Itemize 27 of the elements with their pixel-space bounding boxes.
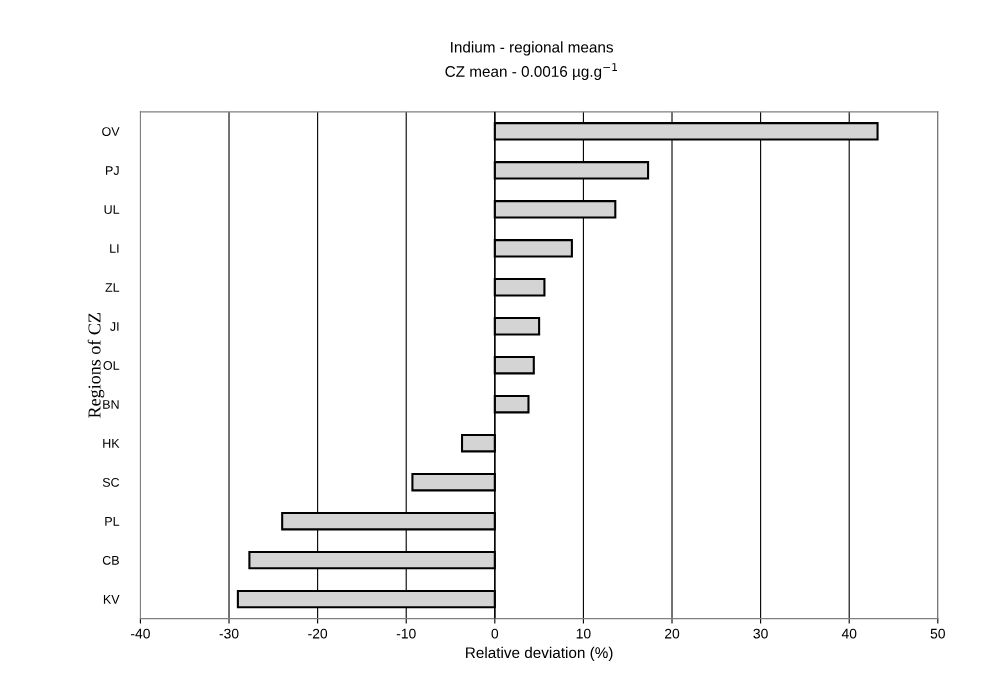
y-tick-label: PL	[105, 517, 120, 526]
x-tick-label: 50	[930, 628, 945, 639]
y-axis-title: Regions of CZ	[87, 313, 105, 418]
x-tick-label: 0	[491, 628, 499, 639]
y-tick-label: CB	[102, 555, 119, 565]
x-tick-label: 20	[664, 628, 680, 639]
y-tick-label: OV	[102, 127, 120, 136]
y-tick-label: KV	[103, 595, 120, 604]
y-tick-label: UL	[104, 205, 120, 214]
y-tick-label: OL	[103, 361, 120, 370]
x-axis-title: Relative deviation (%)	[466, 646, 613, 662]
chart-subtitle: CZ mean - 0.0016 µg.g$^{−1}$	[445, 63, 617, 80]
x-tick-label: -10	[396, 628, 416, 639]
x-tick-label: -40	[131, 628, 150, 639]
x-tick-label: -20	[308, 628, 328, 639]
y-tick-label: SC	[102, 477, 120, 487]
x-tick-label: -30	[219, 628, 239, 639]
y-tick-label: PJ	[106, 166, 119, 175]
y-tick-label: JI	[110, 322, 119, 331]
y-tick-label: ZL	[105, 283, 120, 292]
x-tick-label: 10	[576, 628, 591, 639]
x-tick-label: 40	[841, 628, 857, 639]
chart-title: Indium - regional means	[451, 41, 613, 56]
y-tick-label: LI	[110, 244, 119, 253]
y-tick-label: HK	[103, 439, 120, 448]
x-tick-label: 30	[753, 628, 768, 639]
y-tick-label: BN	[103, 400, 119, 409]
